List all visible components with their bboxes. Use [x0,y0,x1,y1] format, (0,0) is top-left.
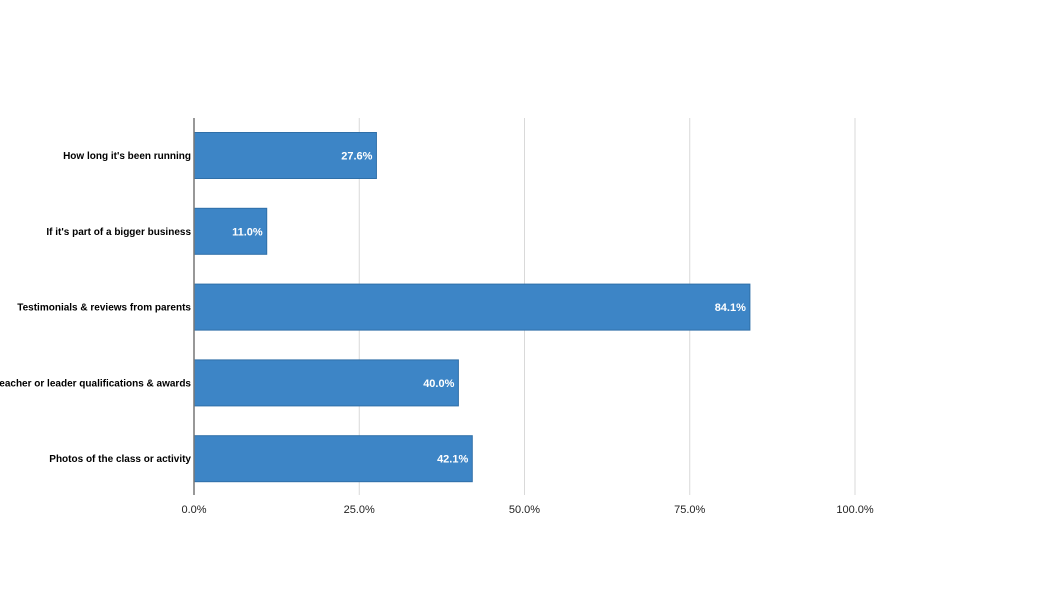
x-tick-label: 0.0% [181,504,206,516]
category-label: If it's part of a bigger business [46,227,191,238]
category-label: Photos of the class or activity [49,454,191,465]
bar [193,207,268,255]
data-label: 11.0% [232,226,263,238]
category-label: Testimonials & reviews from parents [17,303,191,314]
bars [193,132,751,483]
x-tick-label: 100.0% [836,504,874,516]
labels: 0.0% 25.0% 50.0% 75.0% 100.0% How long it's b… [0,151,874,517]
data-label: 40.0% [423,378,454,390]
bar [193,132,377,179]
category-label: Teacher or leader qualifications & award… [0,378,191,389]
bar [193,359,459,407]
data-label: 27.6% [341,151,372,163]
data-label: 84.1% [715,302,746,314]
x-tick-label: 25.0% [344,504,375,516]
category-label: How long it's been running [63,151,191,162]
x-tick-label: 75.0% [674,504,705,516]
bar [193,283,751,331]
data-label: 42.1% [437,454,468,466]
bar [193,435,473,483]
x-tick-label: 50.0% [509,504,540,516]
